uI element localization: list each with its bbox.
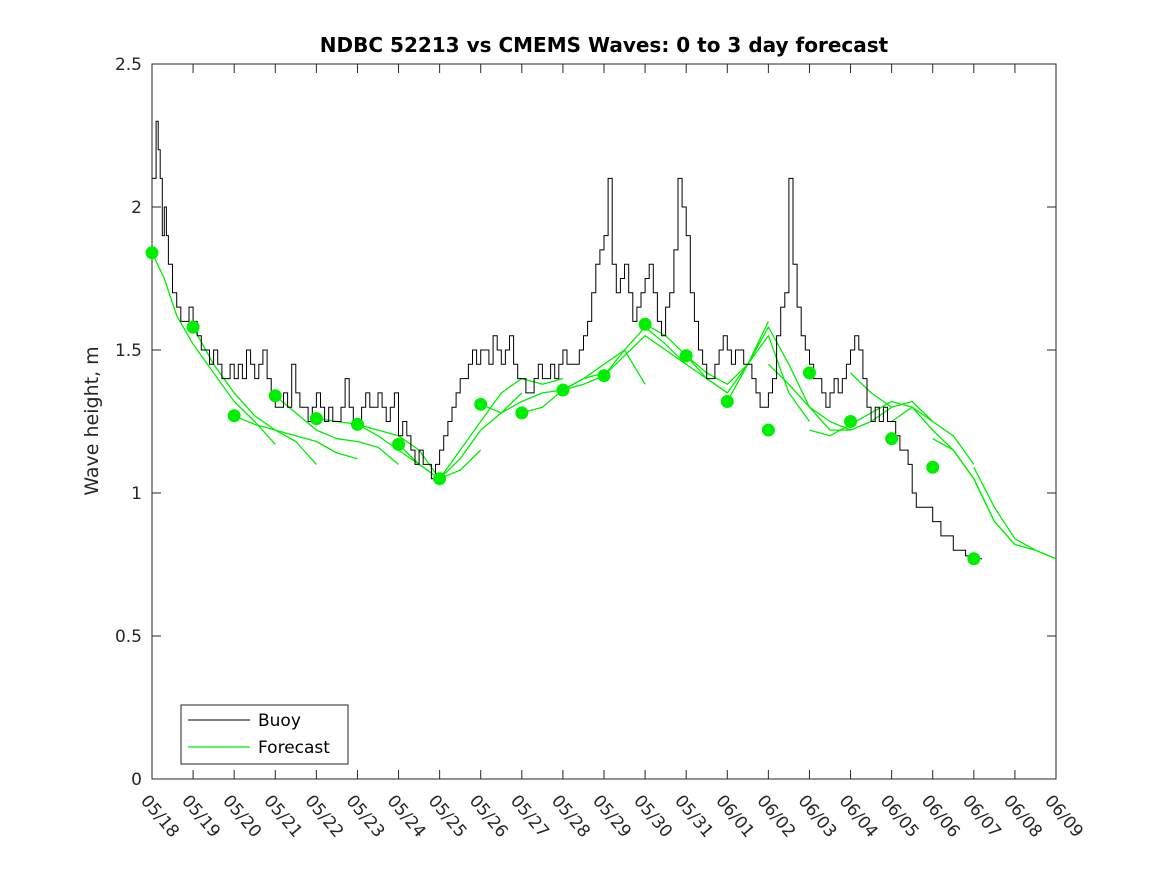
forecast-line-2 (233, 415, 358, 460)
forecast-start-point (926, 460, 940, 474)
forecast-line-3 (274, 395, 399, 465)
forecast-start-point (885, 432, 899, 446)
legend-forecast-label: Forecast (258, 738, 330, 758)
forecast-start-point (679, 349, 693, 363)
legend: Buoy Forecast (180, 704, 349, 765)
y-tick-label: 1 (131, 484, 142, 504)
forecast-line-0 (151, 252, 276, 445)
legend-buoy-label: Buoy (258, 711, 301, 731)
buoy-series (152, 120, 982, 560)
y-tick-label: 2.5 (115, 55, 142, 75)
forecast-start-point (515, 406, 529, 420)
forecast-line-10 (562, 335, 687, 391)
forecast-start-point (761, 423, 775, 437)
forecast-line-17 (850, 372, 975, 465)
forecast-start-point (720, 394, 734, 408)
forecast-start-point (268, 389, 282, 403)
buoy-line (152, 120, 982, 560)
forecast-start-point (433, 472, 447, 486)
forecast-start-point (802, 366, 816, 380)
forecast-start-point (844, 415, 858, 428)
forecast-start-point (309, 412, 323, 426)
forecast-start-point (350, 417, 364, 431)
chart-title: NDBC 52213 vs CMEMS Waves: 0 to 3 day fo… (320, 33, 889, 57)
forecast-line-20 (973, 467, 1057, 560)
forecast-start-point (474, 397, 488, 411)
y-tick-label: 0 (131, 770, 142, 790)
y-tick-label: 2 (131, 198, 142, 218)
plot-area (151, 63, 1057, 780)
forecast-start-point (227, 409, 241, 423)
y-axis-label: Wave height, m (81, 346, 103, 495)
forecast-start-point (186, 320, 200, 334)
legend-box (180, 704, 349, 765)
forecast-line-7 (439, 377, 564, 480)
forecast-start-point (392, 437, 406, 451)
forecast-initial-points (145, 246, 981, 566)
y-tick-label: 1.5 (115, 341, 142, 361)
forecast-start-point (967, 552, 981, 566)
forecast-start-point (597, 369, 611, 383)
y-axis: 0 0.5 1 1.5 2 2.5 (115, 55, 1056, 790)
forecast-start-point (638, 317, 652, 331)
forecast-start-point (145, 246, 159, 260)
forecast-start-point (556, 383, 570, 397)
y-tick-label: 0.5 (115, 627, 142, 647)
